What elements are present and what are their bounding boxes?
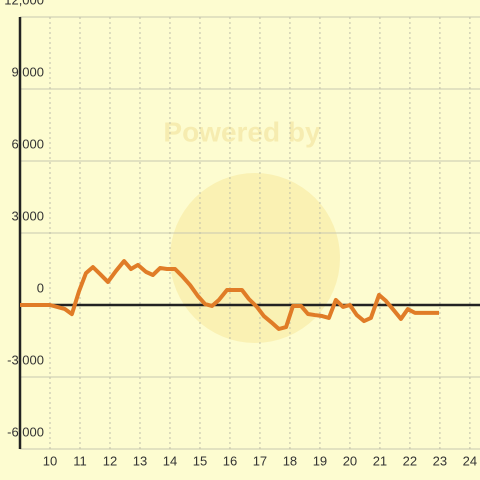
y-tick-label: -6,000 — [7, 424, 44, 439]
x-tick-label: 22 — [403, 453, 417, 468]
x-tick-label: 16 — [223, 453, 237, 468]
x-tick-label: 24 — [463, 453, 477, 468]
x-tick-label: 14 — [163, 453, 177, 468]
y-tick-label: 3,000 — [11, 208, 44, 223]
x-tick-label: 11 — [73, 453, 87, 468]
y-tick-label: 0 — [37, 280, 44, 295]
x-tick-label: 13 — [133, 453, 147, 468]
x-tick-label: 20 — [343, 453, 357, 468]
y-tick-label: -3,000 — [7, 352, 44, 367]
x-tick-label: 12 — [103, 453, 117, 468]
watermark-logo — [170, 173, 340, 343]
x-tick-label: 23 — [433, 453, 447, 468]
x-tick-label: 18 — [283, 453, 297, 468]
y-tick-label: 9,000 — [11, 64, 44, 79]
y-tick-label: 6,000 — [11, 136, 44, 151]
x-tick-label: 10 — [43, 453, 57, 468]
y-tick-label: 12,000 — [4, 0, 44, 7]
data-line — [20, 259, 440, 331]
watermark: Powered by — [163, 116, 321, 147]
x-tick-label: 21 — [373, 453, 387, 468]
x-tick-label: 19 — [313, 453, 327, 468]
x-tick-label: 15 — [193, 453, 207, 468]
x-tick-label: 17 — [253, 453, 267, 468]
